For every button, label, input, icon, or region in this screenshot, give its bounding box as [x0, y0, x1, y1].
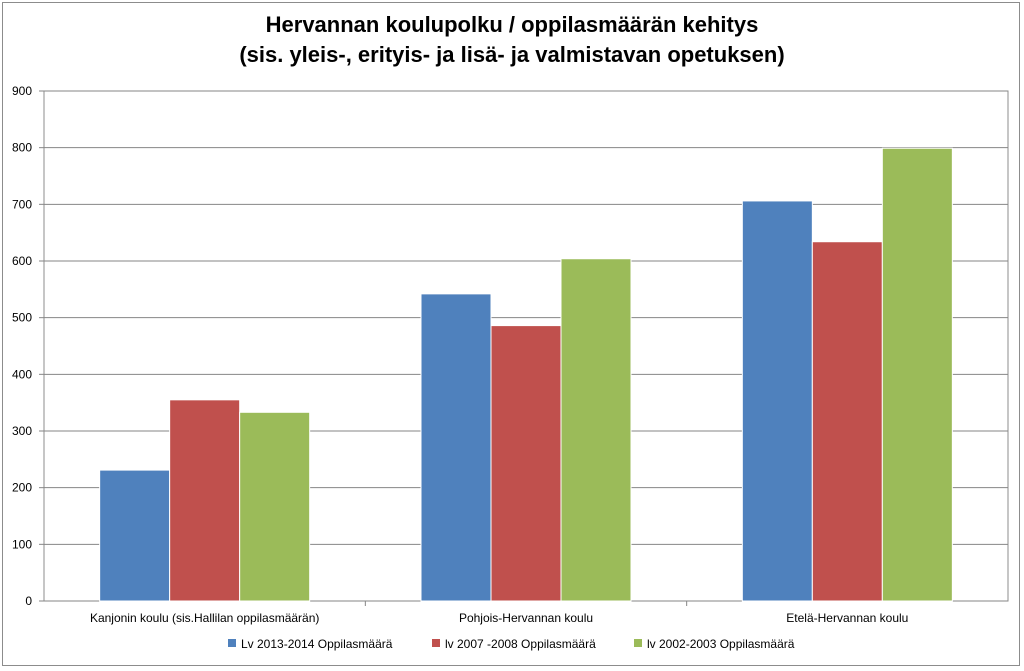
- y-tick-label: 300: [12, 424, 32, 438]
- bar: [560, 258, 632, 602]
- bar: [169, 399, 241, 602]
- bar: [99, 469, 171, 602]
- bar: [881, 147, 953, 602]
- bar: [239, 411, 311, 602]
- bar: [811, 241, 883, 602]
- y-tick-label: 700: [12, 197, 32, 211]
- y-tick-label: 200: [12, 481, 32, 495]
- y-tick-label: 900: [12, 84, 32, 98]
- legend-label: lv 2002-2003 Oppilasmäärä: [647, 637, 795, 651]
- bar: [741, 200, 813, 602]
- chart-title-line1: Hervannan koulupolku / oppilasmäärän keh…: [265, 12, 759, 37]
- y-tick-label: 400: [12, 367, 32, 381]
- legend-label: lv 2007 -2008 Oppilasmäärä: [445, 637, 596, 651]
- legend-swatch: [634, 639, 642, 647]
- bar: [420, 293, 492, 602]
- y-tick-label: 600: [12, 254, 32, 268]
- legend-swatch: [228, 639, 236, 647]
- x-tick-label: Pohjois-Hervannan koulu: [459, 611, 593, 625]
- chart-title-line2: (sis. yleis-, erityis- ja lisä- ja valmi…: [239, 42, 785, 67]
- x-tick-label: Etelä-Hervannan koulu: [786, 611, 908, 625]
- legend-label: Lv 2013-2014 Oppilasmäärä: [241, 637, 393, 651]
- bar: [490, 325, 562, 602]
- y-tick-label: 500: [12, 311, 32, 325]
- x-tick-label: Kanjonin koulu (sis.Hallilan oppilasmäär…: [90, 611, 319, 625]
- legend-swatch: [432, 639, 440, 647]
- y-tick-label: 100: [12, 537, 32, 551]
- chart-title: Hervannan koulupolku / oppilasmäärän keh…: [0, 10, 1024, 70]
- y-tick-label: 800: [12, 141, 32, 155]
- y-tick-label: 0: [25, 594, 32, 608]
